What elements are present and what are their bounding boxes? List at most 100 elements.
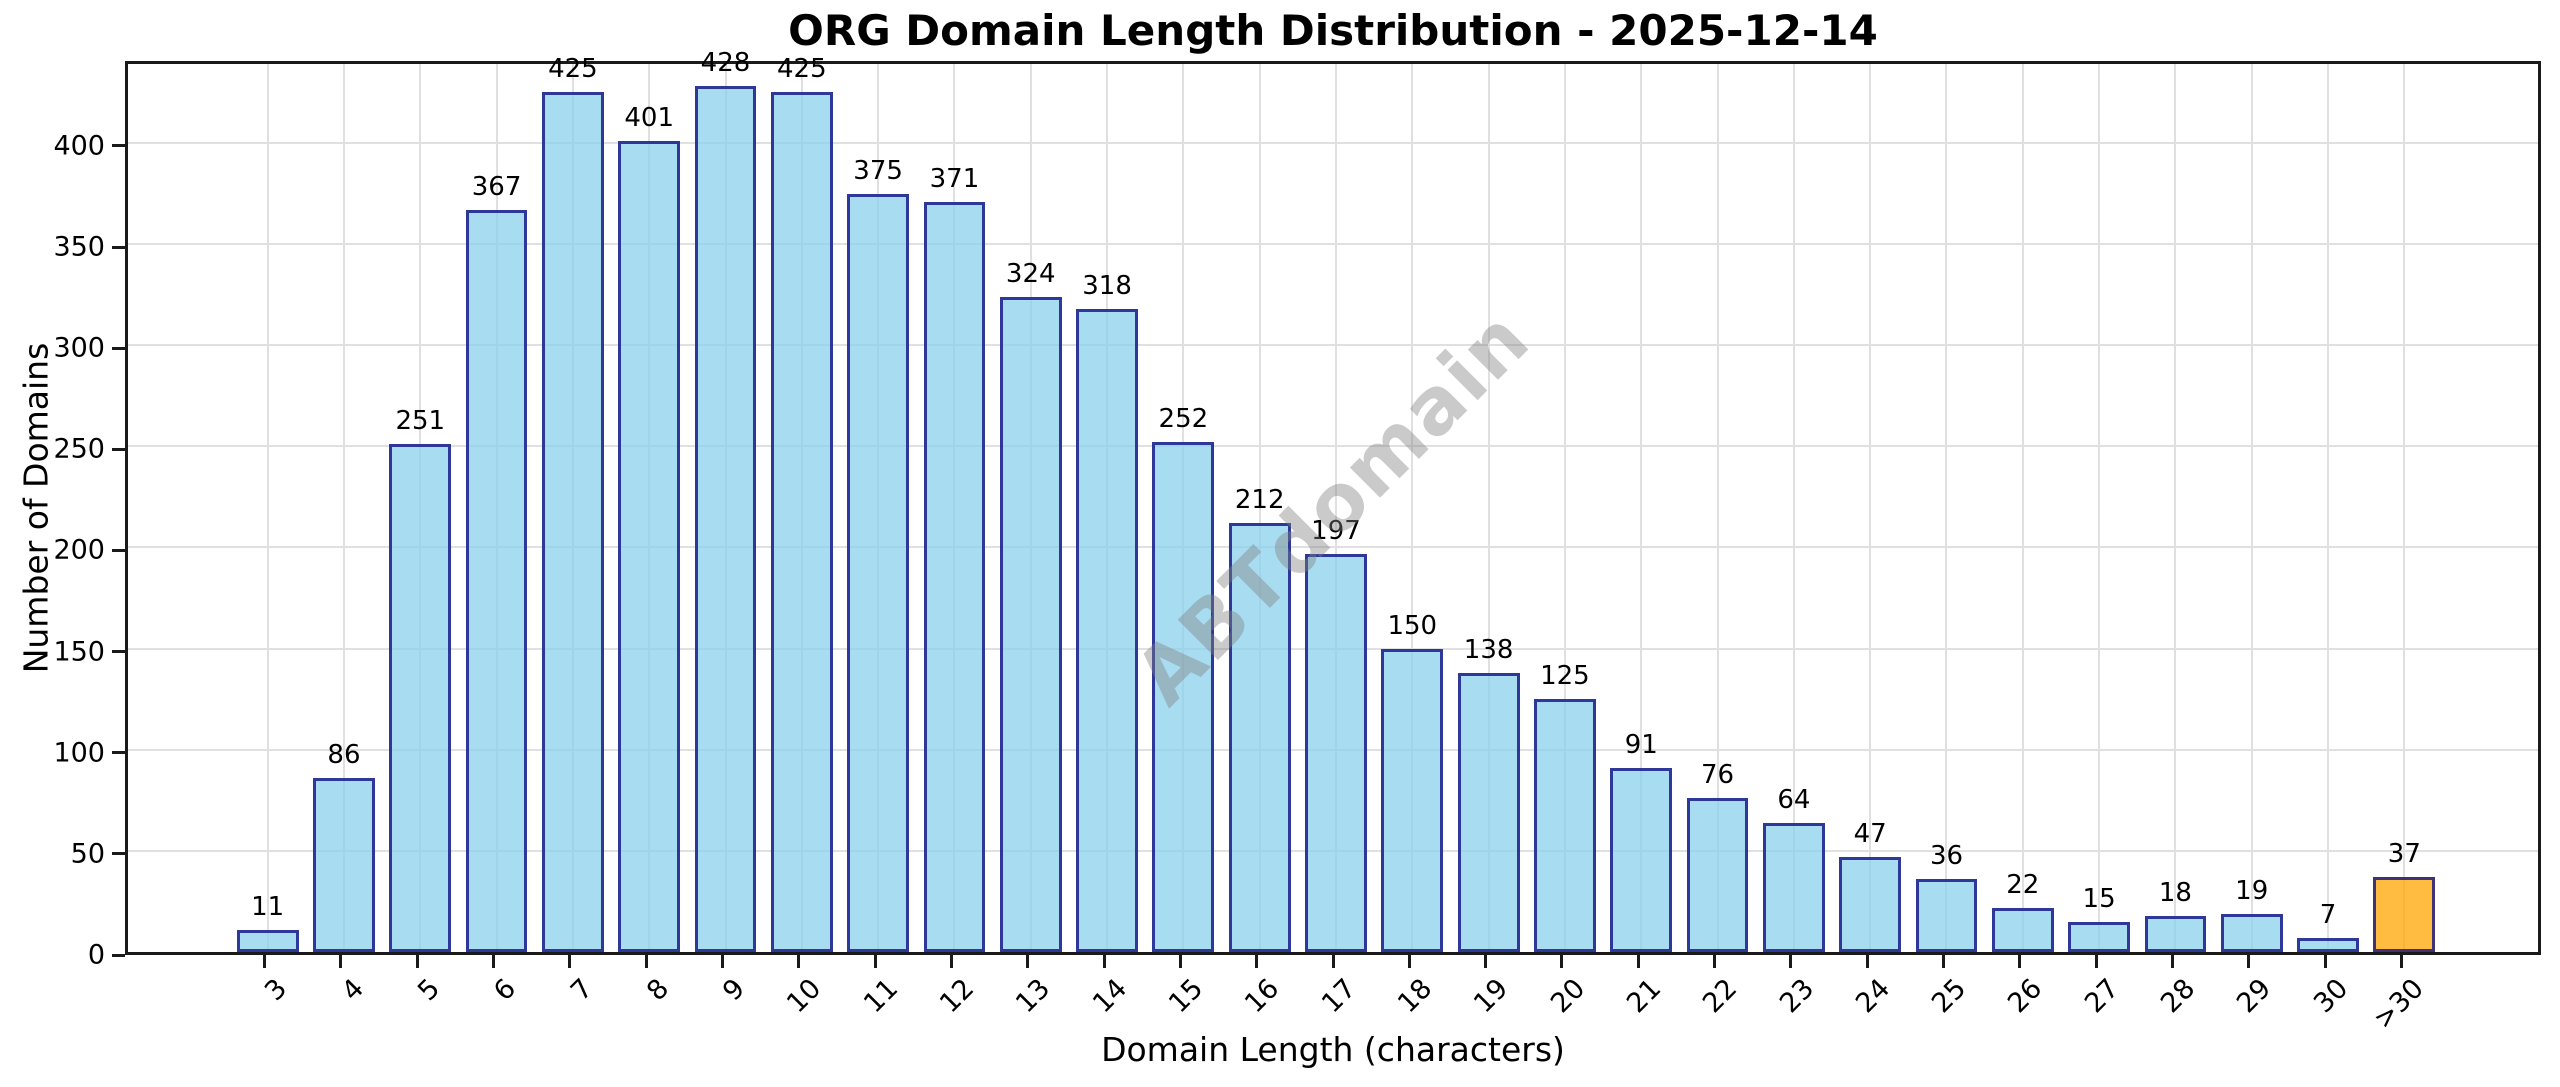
gridline-v-3 [266, 64, 269, 952]
bar-14 [1076, 308, 1138, 952]
bar-value-label-27: 15 [2082, 883, 2116, 914]
bar-15 [1152, 442, 1215, 952]
bar-value-label-22: 76 [1701, 760, 1735, 791]
x-tick-24 [1865, 955, 1869, 968]
x-tick-30 [2323, 955, 2327, 968]
bar-21 [1610, 767, 1673, 952]
bar-value-label-18: 150 [1387, 610, 1438, 641]
y-tick-label-250: 250 [53, 433, 105, 465]
bar-3 [236, 929, 299, 952]
y-tick-label-0: 0 [87, 939, 105, 971]
x-tick-9 [721, 955, 724, 968]
y-tick-100 [112, 751, 125, 755]
gridline-v->30 [2403, 64, 2406, 952]
gridline-v-26 [2021, 64, 2024, 952]
bar-value-label-8: 401 [624, 102, 675, 133]
bar-8 [618, 140, 681, 952]
x-tick-6 [492, 955, 496, 968]
x-tick-label-19: 19 [1468, 973, 1515, 1020]
x-axis-label: Domain Length (characters) [1101, 1030, 1565, 1069]
gridline-v-21 [1640, 64, 1643, 952]
x-tick-label-17: 17 [1315, 973, 1362, 1020]
x-tick-23 [1789, 955, 1793, 968]
x-tick->30 [2399, 955, 2403, 968]
x-tick-26 [2018, 955, 2022, 968]
gridline-v-16 [1258, 64, 1261, 952]
x-tick-label-25: 25 [1926, 973, 1973, 1020]
x-tick-label-26: 26 [2002, 973, 2049, 1020]
y-tick-50 [112, 852, 125, 856]
gridline-h-250 [128, 445, 2538, 448]
x-tick-label-27: 27 [2078, 973, 2126, 1020]
x-tick-18 [1407, 955, 1411, 968]
x-tick-19 [1484, 955, 1488, 968]
bar-5 [389, 444, 452, 952]
gridline-v-30 [2327, 64, 2330, 952]
bar-9 [694, 86, 757, 952]
y-tick-label-50: 50 [70, 838, 105, 870]
gridline-v-27 [2098, 64, 2101, 952]
bar-6 [465, 209, 528, 952]
x-tick-label-6: 6 [488, 973, 523, 1008]
bar->30 [2373, 877, 2436, 952]
x-tick-14 [1102, 955, 1106, 968]
bar-value-label-24: 47 [1853, 818, 1887, 849]
y-tick-label-300: 300 [53, 332, 105, 364]
bar-11 [847, 193, 910, 952]
x-tick-label-23: 23 [1773, 973, 1820, 1020]
x-tick-17 [1331, 955, 1335, 968]
x-tick-27 [2094, 955, 2098, 968]
y-tick-0 [112, 953, 125, 957]
x-tick-label-28: 28 [2155, 973, 2202, 1020]
x-tick-13 [1026, 955, 1030, 968]
plot-area: ABTdomain 11 86 251 367 425 401 428 425 375 371 32… [125, 48, 2541, 955]
bar-value-label-20: 125 [1540, 661, 1590, 692]
bar-value-label-29: 19 [2235, 875, 2269, 906]
gridline-v-23 [1792, 64, 1795, 952]
bar-value-label-15: 252 [1158, 404, 1209, 435]
bar-value-label-17: 197 [1311, 515, 1361, 546]
x-tick-label-11: 11 [857, 973, 905, 1020]
bar-28 [2144, 915, 2207, 952]
x-tick-label-10: 10 [781, 973, 828, 1020]
bar-value-label-19: 138 [1463, 634, 1514, 665]
y-tick-label-350: 350 [53, 231, 105, 263]
x-tick-label-24: 24 [1849, 973, 1897, 1020]
x-tick-11 [873, 955, 877, 968]
gridline-h-200 [128, 546, 2538, 549]
x-tick-label-16: 16 [1239, 973, 1286, 1020]
x-tick-label-7: 7 [564, 973, 599, 1008]
bar-value-label->30: 37 [2387, 839, 2421, 870]
bar-value-label-21: 91 [1624, 729, 1658, 760]
bar-19 [1457, 672, 1520, 952]
y-tick-150 [112, 650, 125, 654]
gridline-v-18 [1411, 64, 1414, 952]
gridline-v-25 [1945, 64, 1948, 952]
y-tick-label-200: 200 [53, 534, 105, 566]
x-tick-label->30: >30 [2368, 973, 2431, 1036]
x-tick-label-21: 21 [1620, 973, 1668, 1020]
y-tick-250 [112, 447, 125, 451]
bar-29 [2220, 913, 2283, 952]
x-tick-28 [2170, 955, 2174, 968]
bar-25 [1915, 879, 1978, 952]
bar-22 [1686, 798, 1749, 952]
bar-value-label-12: 371 [929, 163, 980, 194]
gridline-v-4 [342, 64, 345, 952]
x-tick-label-12: 12 [934, 973, 981, 1020]
bar-value-label-10: 425 [776, 54, 827, 85]
gridline-h-400 [128, 141, 2538, 144]
gridline-v-17 [1335, 64, 1337, 952]
bar-value-label-7: 425 [548, 54, 598, 85]
x-tick-label-22: 22 [1697, 973, 1744, 1020]
bar-value-label-16: 212 [1234, 485, 1285, 516]
y-tick-400 [112, 144, 125, 148]
x-tick-22 [1713, 955, 1717, 968]
x-tick-29 [2247, 955, 2251, 968]
y-tick-350 [112, 245, 125, 249]
x-tick-4 [339, 955, 343, 968]
bar-13 [999, 296, 1062, 952]
bar-17 [1305, 553, 1367, 952]
y-tick-label-150: 150 [53, 636, 105, 668]
